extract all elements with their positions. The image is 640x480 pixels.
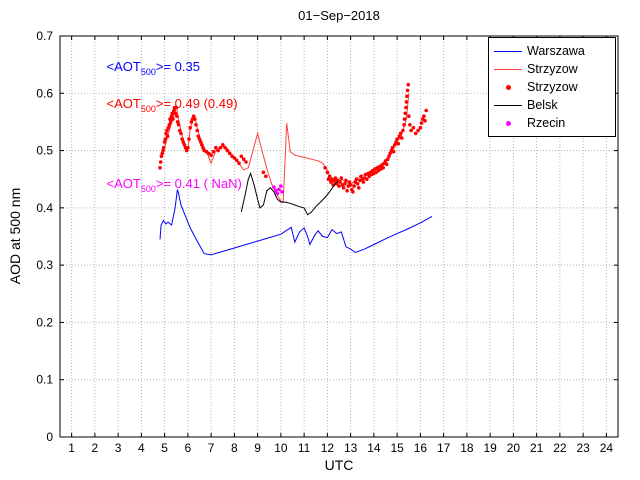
x-tick-label: 18 [460,441,474,455]
line-sample-icon [494,104,522,106]
x-axis-label: UTC [324,457,354,473]
x-tick-label: 22 [553,441,567,455]
ticks: 1 2 3 4 5 6 7 8 9 10 11 12 13 14 15 16 17 18 19 20 21 22 23 240… [36,29,618,455]
line-sample-icon [494,50,522,52]
y-tick-label: 0.3 [36,258,53,272]
line-sample-icon [494,68,522,70]
y-tick-label: 0.6 [36,86,53,100]
y-tick-label: 0.7 [36,29,53,43]
legend-label: Belsk [527,98,558,112]
legend-label: Warszawa [527,44,585,58]
x-tick-label: 7 [208,441,215,455]
series-belsk-line [240,172,339,216]
x-tick-label: 1 [68,441,75,455]
legend-box: Warszawa Strzyzow Strzyzow Belsk Rzecin [488,37,616,137]
y-tick-label: 0.2 [36,315,53,329]
x-tick-label: 23 [576,441,590,455]
x-tick-label: 17 [437,441,451,455]
legend-line-swatch [489,68,527,70]
legend-dot-swatch [489,84,527,90]
legend-label: Strzyzow [527,80,578,94]
y-axis-label: AOD at 500 nm [7,187,23,285]
x-tick-label: 21 [530,441,544,455]
x-tick-label: 2 [92,441,99,455]
x-tick-label: 14 [367,441,381,455]
x-tick-label: 10 [274,441,288,455]
aot-mean-annotation: <AOT500>= 0.35 [106,58,200,77]
legend-entry-strzyzow-scatter: Strzyzow [489,78,615,96]
y-tick-label: 0.5 [36,144,53,158]
x-tick-label: 5 [161,441,168,455]
x-tick-label: 3 [115,441,122,455]
legend-entry-strzyzow-line: Strzyzow [489,60,615,78]
x-tick-label: 8 [231,441,238,455]
series-strzyzow-scatter [158,82,429,194]
legend-line-swatch [489,50,527,52]
dot-marker-icon [505,84,511,90]
aot-mean-annotation: <AOT500>= 0.41 ( NaN) [106,176,242,194]
x-tick-label: 4 [138,441,145,455]
series-rzecin-scatter [272,184,284,196]
x-tick-label: 15 [390,441,404,455]
legend-dot-swatch [489,120,527,126]
x-tick-label: 9 [254,441,261,455]
x-tick-label: 6 [185,441,192,455]
y-tick-label: 0.4 [36,201,53,215]
x-tick-label: 13 [344,441,358,455]
aot-mean-annotation: <AOT500>= 0.49 (0.49) [106,95,238,114]
axes-box [59,35,619,438]
x-tick-label: 12 [321,441,335,455]
y-tick-label: 0.1 [36,373,53,387]
legend-label: Rzecin [527,116,566,130]
legend-entry-belsk-line: Belsk [489,96,615,114]
x-tick-label: 24 [600,441,614,455]
x-tick-label: 19 [483,441,497,455]
chart-title: 01−Sep−2018 [298,8,380,23]
legend-entry-rzecin-scatter: Rzecin [489,114,615,132]
dot-marker-icon [505,120,511,126]
x-tick-label: 16 [414,441,428,455]
y-tick-label: 0 [46,430,53,444]
legend-line-swatch [489,104,527,106]
x-tick-label: 20 [507,441,521,455]
legend-label: Strzyzow [527,62,578,76]
legend-entry-warszawa-line: Warszawa [489,42,615,60]
x-tick-label: 11 [298,441,311,455]
series-warszawa-line [159,189,433,256]
